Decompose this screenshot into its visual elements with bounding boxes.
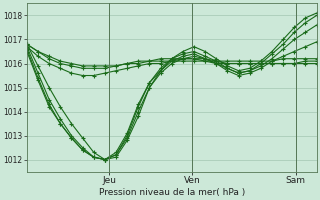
X-axis label: Pression niveau de la mer( hPa ): Pression niveau de la mer( hPa ): [99, 188, 245, 197]
